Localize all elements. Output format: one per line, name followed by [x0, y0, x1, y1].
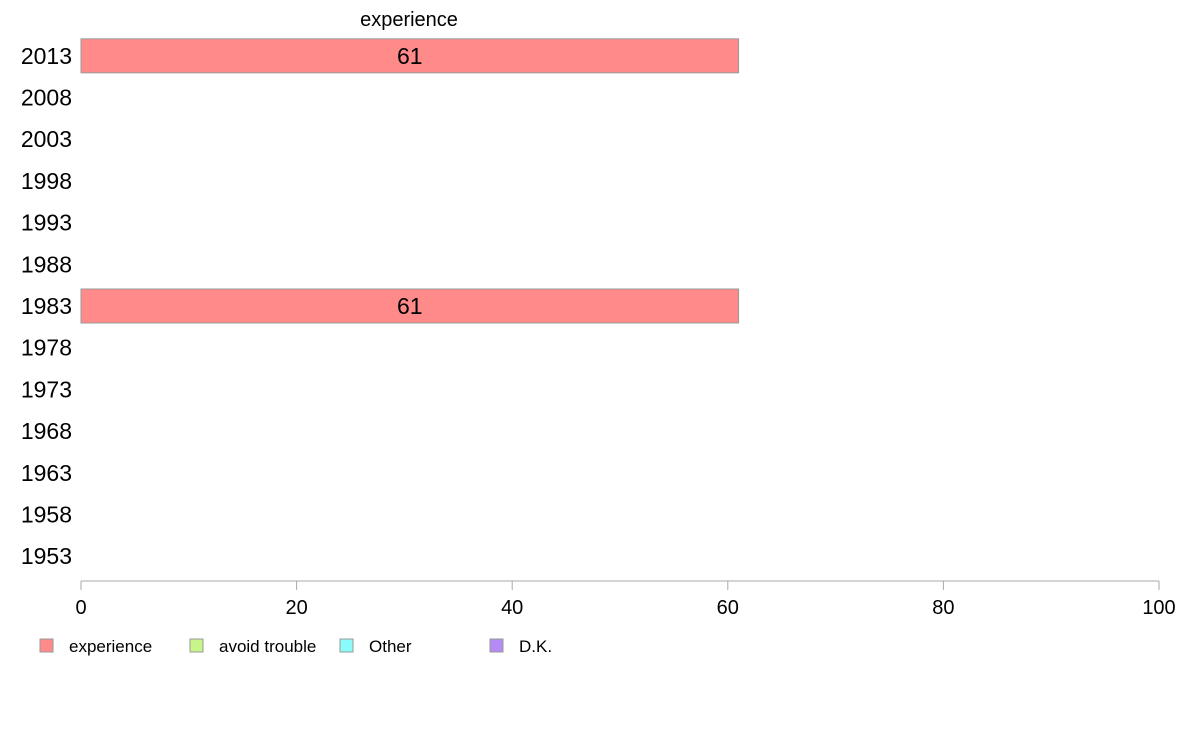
x-tick-label: 60 — [717, 597, 739, 619]
legend-swatch — [489, 638, 504, 653]
y-tick-label: 1953 — [21, 543, 72, 569]
legend-label: experience — [69, 637, 152, 656]
data-label: 61 — [397, 43, 423, 69]
legend-label: D.K. — [519, 637, 552, 656]
legend-label: Other — [369, 637, 412, 656]
x-axis: 0 20 40 60 80 100 — [75, 580, 1176, 619]
x-tick-label: 100 — [1142, 597, 1175, 619]
bar-experience — [80, 288, 740, 324]
plot-area: 2013 61 2008 2003 1998 1993 1988 1983 61 1978 1973… — [21, 38, 740, 569]
series-annotation: experience — [360, 9, 458, 31]
y-tick-label: 2003 — [21, 126, 72, 152]
y-tick-label: 2013 — [21, 43, 72, 69]
y-tick-label: 1983 — [21, 293, 72, 319]
y-tick-label: 1988 — [21, 251, 72, 277]
y-tick-label: 1968 — [21, 418, 72, 444]
bar-experience — [80, 38, 740, 74]
data-label: 61 — [397, 293, 423, 319]
y-tick-label: 1993 — [21, 210, 72, 236]
x-tick-label: 40 — [501, 597, 523, 619]
y-tick-label: 1973 — [21, 376, 72, 402]
y-tick-label: 1998 — [21, 168, 72, 194]
x-tick-label: 20 — [285, 597, 307, 619]
legend-swatch — [39, 638, 54, 653]
legend: experience avoid trouble Other D.K. — [39, 637, 552, 656]
legend-label: avoid trouble — [219, 637, 316, 656]
x-tick-label: 80 — [932, 597, 954, 619]
legend-swatch — [339, 638, 354, 653]
y-tick-label: 1958 — [21, 501, 72, 527]
y-tick-label: 1978 — [21, 335, 72, 361]
x-tick-label: 0 — [75, 597, 86, 619]
y-tick-label: 2008 — [21, 85, 72, 111]
legend-swatch — [189, 638, 204, 653]
y-tick-label: 1963 — [21, 460, 72, 486]
